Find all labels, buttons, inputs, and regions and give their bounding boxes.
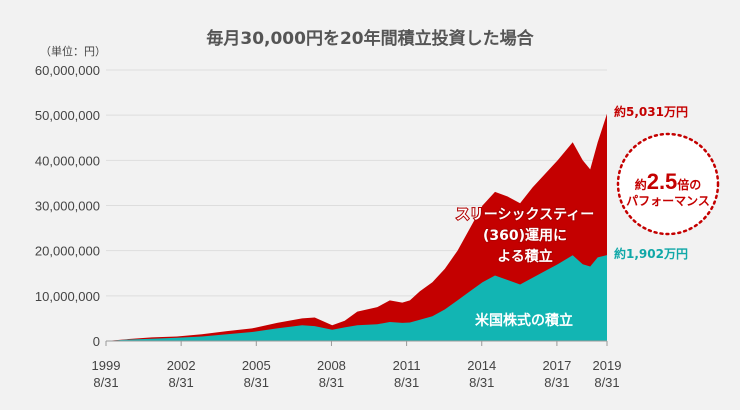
y-tick-label: 20,000,000	[35, 244, 100, 259]
x-tick-date: 8/31	[594, 375, 619, 390]
x-tick-year: 2017	[542, 358, 571, 373]
x-axis-ticks: 1999 8/31 2002 8/31 2005 8/31 2008 8/31 2011 8/31…	[92, 341, 622, 390]
x-tick-year: 2008	[317, 358, 346, 373]
series-label-base: 米国株式の積立	[475, 312, 573, 329]
x-tick-date: 8/31	[244, 375, 269, 390]
area-base	[106, 255, 607, 341]
x-tick-year: 2005	[242, 358, 271, 373]
plot-areas	[106, 113, 607, 341]
y-tick-label: 0	[93, 334, 100, 349]
x-tick-year: 2014	[467, 358, 496, 373]
x-tick-date: 8/31	[319, 375, 344, 390]
y-tick-label: 10,000,000	[35, 289, 100, 304]
x-tick-date: 8/31	[544, 375, 569, 390]
badge-prefix: 約	[635, 177, 647, 192]
x-tick-year: 2019	[593, 358, 622, 373]
y-tick-label: 50,000,000	[35, 108, 100, 123]
x-tick-date: 8/31	[168, 375, 193, 390]
x-tick-date: 8/31	[394, 375, 419, 390]
x-tick-year: 2002	[167, 358, 196, 373]
badge-line2: パフォーマンス	[626, 194, 710, 208]
performance-badge: 約2.5倍の パフォーマンス	[616, 132, 720, 236]
end-label-base: 約1,902万円	[614, 246, 688, 261]
series-label-total-1: スリーシックスティー	[456, 207, 594, 223]
x-tick-year: 1999	[92, 358, 121, 373]
badge-suffix: 倍の	[677, 177, 701, 192]
gridlines	[106, 69, 607, 297]
end-label-total: 約5,031万円	[614, 104, 688, 119]
x-tick-year: 2011	[393, 358, 421, 373]
y-tick-label: 40,000,000	[35, 153, 100, 168]
badge-line1: 約2.5倍の	[635, 169, 702, 194]
y-tick-label: 60,000,000	[35, 63, 100, 78]
badge-multiplier: 2.5	[647, 169, 678, 194]
series-label-total-2: (360)運用に	[483, 228, 567, 244]
y-tick-label: 30,000,000	[35, 199, 100, 214]
series-label-total-3: よる積立	[497, 248, 553, 265]
y-axis-ticks: 60,000,000 50,000,000 40,000,000 30,000,000…	[35, 63, 100, 349]
x-tick-date: 8/31	[469, 375, 494, 390]
chart-title: 毎月30,000円を20年間積立投資した場合	[206, 28, 534, 49]
x-tick-date: 8/31	[93, 375, 118, 390]
unit-label: （単位：円）	[40, 44, 106, 58]
badge-circle	[616, 132, 720, 236]
